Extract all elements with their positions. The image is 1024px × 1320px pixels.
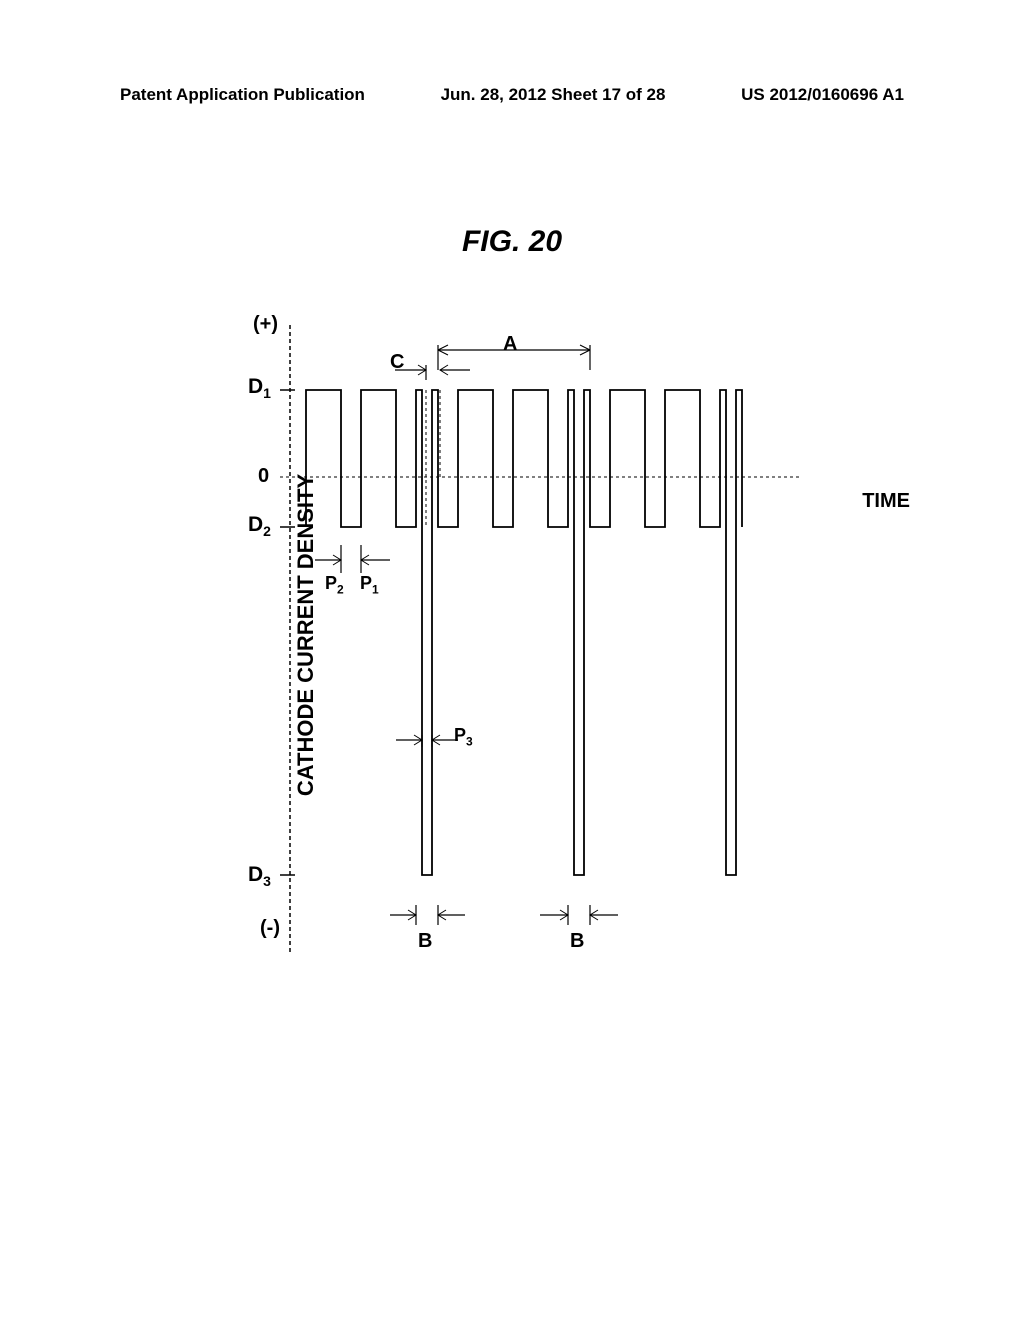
label-P2: P2 xyxy=(325,573,344,597)
label-A: A xyxy=(503,333,517,356)
header-left: Patent Application Publication xyxy=(120,85,365,105)
waveform-svg xyxy=(200,315,820,995)
label-C: C xyxy=(390,351,404,374)
header-center: Jun. 28, 2012 Sheet 17 of 28 xyxy=(441,85,666,105)
label-B2: B xyxy=(570,930,584,953)
header-right: US 2012/0160696 A1 xyxy=(741,85,904,105)
figure-title: FIG. 20 xyxy=(462,225,562,259)
label-P3: P3 xyxy=(454,725,473,749)
x-axis-label: TIME xyxy=(862,490,910,513)
chart: CATHODE CURRENT DENSITY TIME (+) (-) 0 D… xyxy=(200,315,820,955)
label-P1: P1 xyxy=(360,573,379,597)
label-B1: B xyxy=(418,930,432,953)
